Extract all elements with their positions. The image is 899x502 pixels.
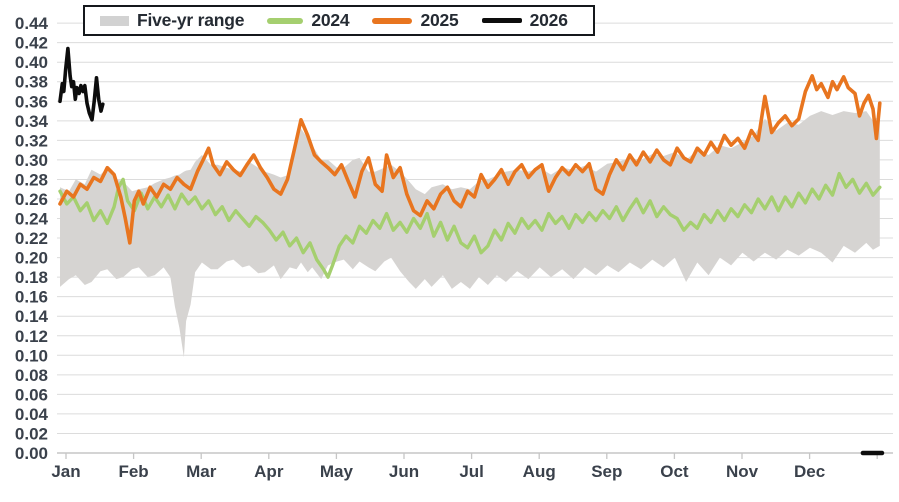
y-axis-tick-label: 0.02 [15, 424, 48, 443]
x-axis-tick-label: Apr [254, 462, 284, 481]
y-axis-tick-label: 0.04 [15, 405, 49, 424]
series-2026-swatch-icon [481, 18, 522, 23]
x-axis-tick-label: Nov [726, 462, 759, 481]
y-axis-tick-label: 0.42 [15, 34, 48, 53]
y-axis-tick-label: 0.06 [15, 385, 48, 404]
five-yr-range-area [60, 111, 880, 358]
x-axis-tick-label: Jun [389, 462, 419, 481]
five-yr-range-swatch-icon [100, 15, 129, 26]
y-axis-tick-label: 0.08 [15, 366, 48, 385]
y-axis-tick-label: 0.20 [15, 249, 48, 268]
y-axis-tick-label: 0.00 [15, 444, 48, 463]
y-axis-tick-label: 0.12 [15, 327, 48, 346]
y-axis-labels: 0.000.020.040.060.080.100.120.140.160.18… [15, 14, 49, 463]
x-axis-tick-label: Feb [118, 462, 148, 481]
legend-item-2026: 2026 [481, 10, 568, 31]
y-axis-tick-label: 0.10 [15, 346, 48, 365]
y-axis-tick-label: 0.36 [15, 92, 48, 111]
x-axis-tick-label: Sep [591, 462, 622, 481]
series-line-2024 [58, 171, 882, 279]
y-axis-tick-label: 0.24 [15, 210, 49, 229]
x-axis-ticks [65, 453, 878, 459]
x-axis-labels: Jan Feb Mar Apr May Jun Jul Aug Sep Oct Nov Dec [51, 462, 825, 481]
y-axis-tick-label: 0.44 [15, 14, 49, 33]
y-axis-tick-label: 0.32 [15, 131, 48, 150]
x-axis-tick-label: Aug [523, 462, 556, 481]
y-axis-tick-label: 0.26 [15, 190, 48, 209]
legend-label-2024: 2024 [311, 10, 350, 30]
legend-item-2024: 2024 [267, 10, 350, 31]
series-line-2026 [58, 46, 105, 122]
y-axis-tick-label: 0.22 [15, 229, 48, 248]
y-axis-tick-label: 0.40 [15, 53, 48, 72]
series-2025-swatch-icon [372, 17, 413, 24]
x-axis-tick-label: Jan [51, 462, 80, 481]
legend-item-2025: 2025 [372, 10, 459, 31]
y-axis-tick-label: 0.28 [15, 170, 48, 189]
series-line-2025 [58, 74, 882, 245]
x-axis-tick-label: May [320, 462, 354, 481]
y-axis-tick-label: 0.14 [15, 307, 49, 326]
y-axis-tick-label: 0.34 [15, 112, 49, 131]
y-axis-tick-label: 0.16 [15, 288, 48, 307]
legend-item-five-yr-range: Five-yr range [100, 10, 245, 31]
legend-label-2026: 2026 [529, 10, 568, 30]
legend-label-five-yr-range: Five-yr range [137, 10, 245, 30]
x-axis-tick-label: Mar [186, 462, 217, 481]
legend-label-2025: 2025 [420, 10, 459, 30]
y-axis-tick-label: 0.30 [15, 151, 48, 170]
x-axis-tick-label: Dec [794, 462, 825, 481]
legend: Five-yr range 2024 2025 2026 [83, 5, 595, 36]
x-axis-tick-label: Jul [459, 462, 484, 481]
y-axis-tick-label: 0.38 [15, 73, 48, 92]
x-axis-tick-label: Oct [660, 462, 689, 481]
y-axis-tick-label: 0.18 [15, 268, 48, 287]
series-2024-swatch-icon [267, 17, 304, 24]
